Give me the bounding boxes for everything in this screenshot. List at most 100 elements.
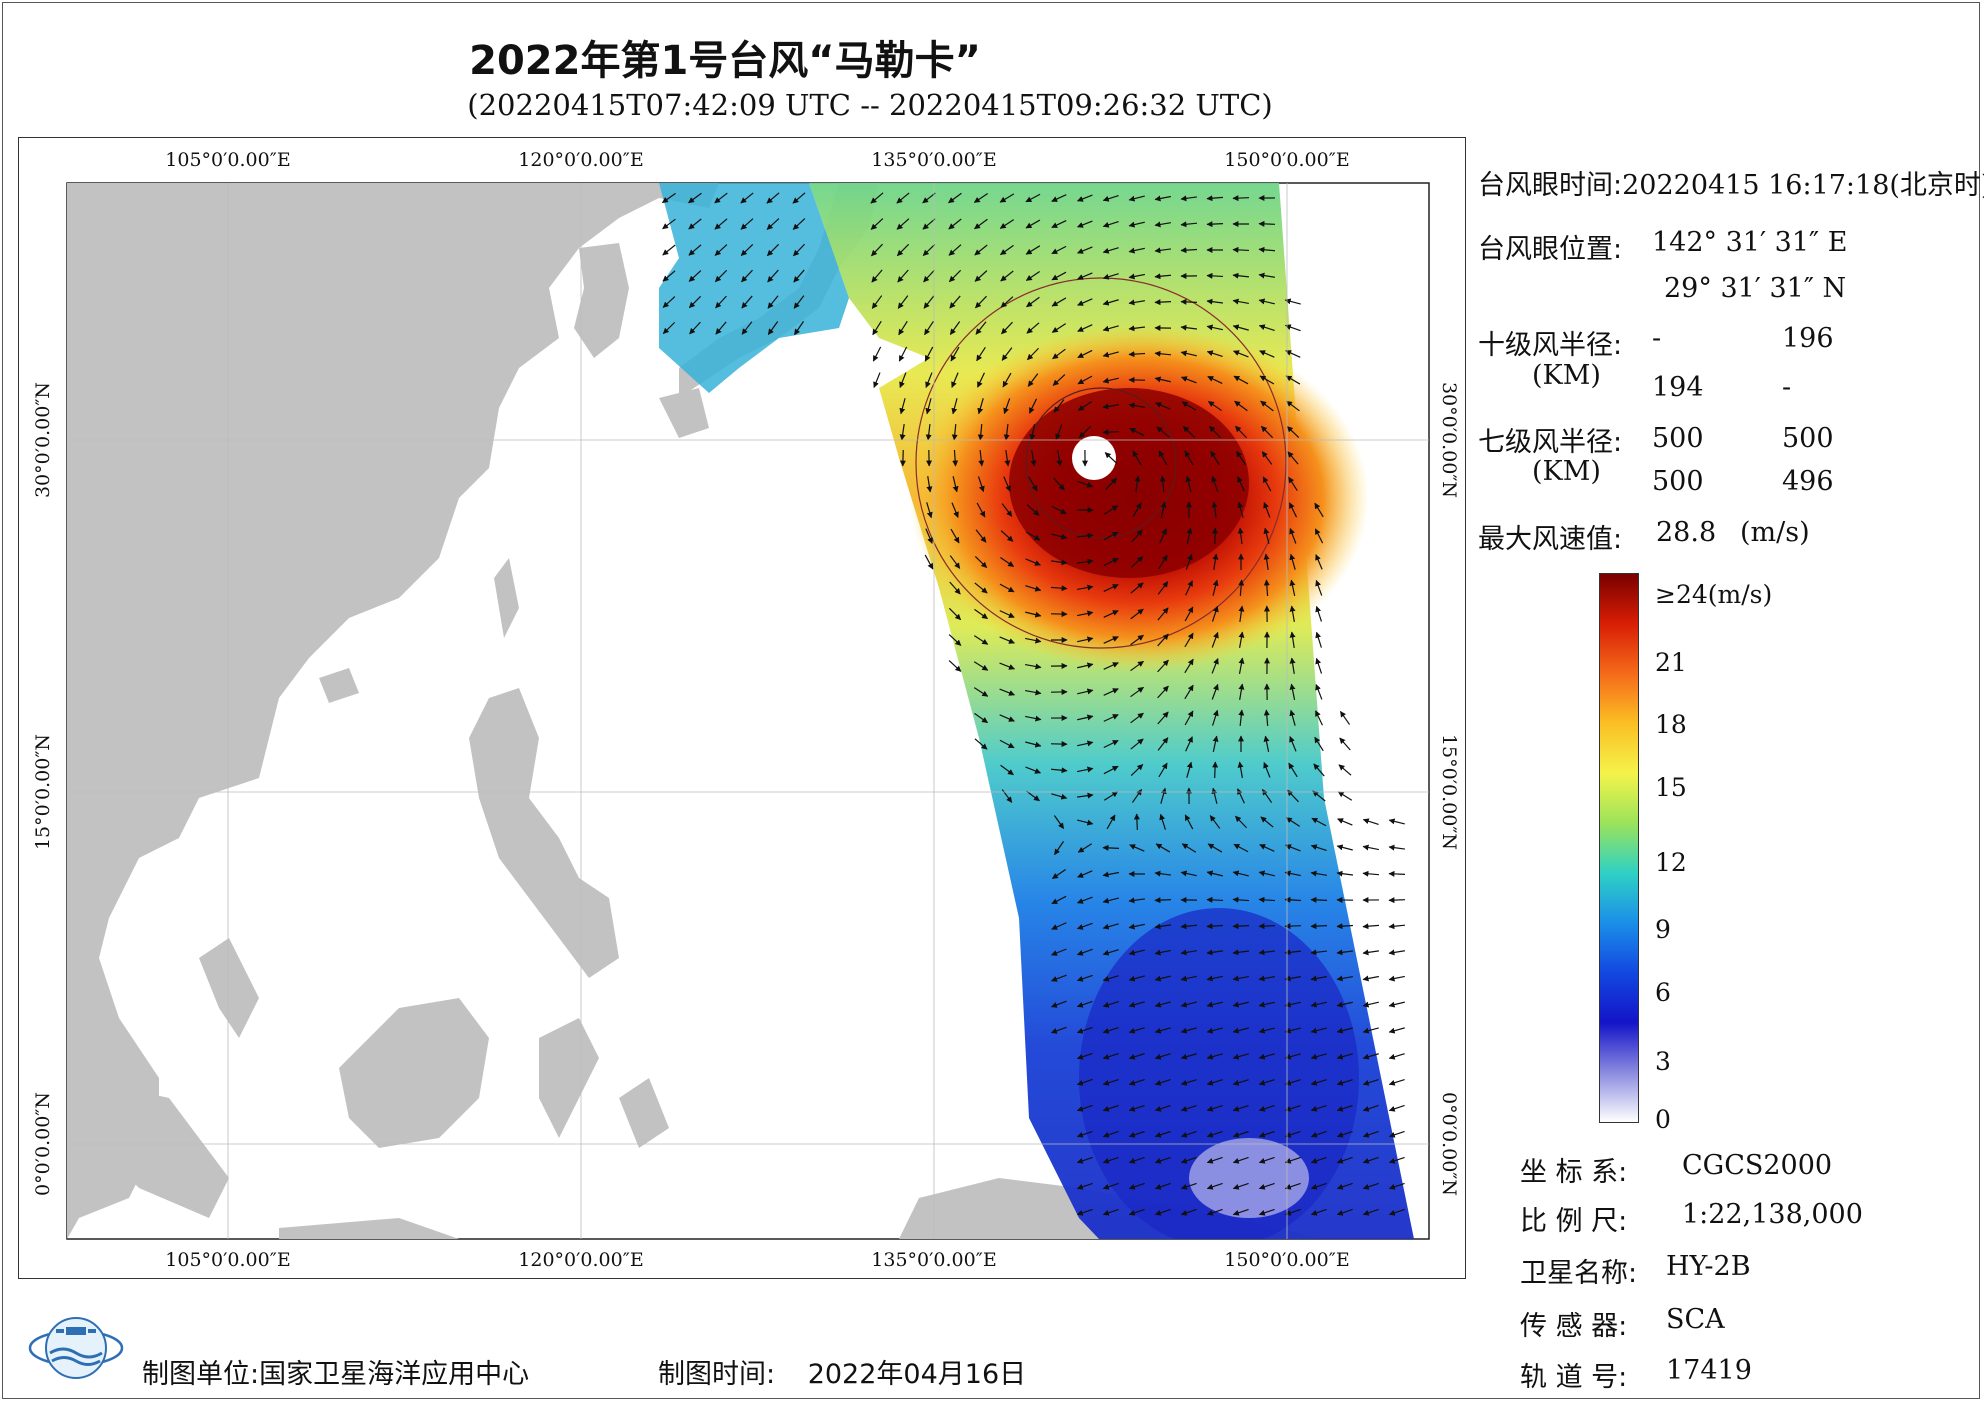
wind-vector	[1128, 325, 1146, 332]
wind-vector	[1260, 425, 1274, 439]
satellite-value: HY-2B	[1666, 1251, 1751, 1282]
wind-vector	[767, 321, 779, 335]
wind-vector	[1232, 246, 1250, 253]
wind-vector	[1159, 813, 1166, 830]
colorbar-label-0: 0	[1655, 1105, 1671, 1134]
wind-vector	[1102, 1104, 1119, 1112]
wind-vector	[740, 218, 754, 230]
wind-vector	[1001, 503, 1013, 517]
wind-vector	[1027, 373, 1039, 387]
wind-vector	[1211, 631, 1219, 648]
wind-vector	[1128, 975, 1145, 982]
wind-vector	[1284, 1105, 1301, 1112]
eye-time-value: 20220415 16:17:18(北京时)	[1622, 170, 1984, 201]
wind-vector	[1237, 501, 1244, 518]
wind-vector	[977, 372, 985, 388]
wind-vector	[1050, 767, 1068, 774]
wind-vector	[1261, 451, 1273, 465]
wind-vector	[1258, 1182, 1275, 1190]
wind-vector	[1128, 1053, 1145, 1060]
wind-vector	[1051, 922, 1067, 930]
wind-vector	[1154, 1156, 1171, 1164]
wind-vector	[1232, 298, 1249, 305]
wind-vector	[1206, 298, 1224, 305]
colorbar-label-21: 21	[1655, 648, 1687, 677]
wind-vector	[1310, 844, 1327, 852]
wind-vector	[1050, 585, 1068, 592]
wind-vector	[1051, 245, 1067, 255]
wind-vector	[1128, 221, 1145, 228]
wind-vector	[1180, 1105, 1197, 1112]
wind-vector	[1154, 350, 1172, 357]
wind-vector	[974, 582, 988, 594]
wind-vector	[1284, 1001, 1301, 1008]
wind-vector	[1232, 1130, 1249, 1138]
wind-vector	[1132, 502, 1142, 518]
wind-vector	[1362, 844, 1379, 851]
wind-vector	[974, 270, 988, 282]
wind-vector	[1102, 1130, 1119, 1138]
wind-vector	[924, 320, 934, 336]
wind-vector	[1102, 871, 1119, 878]
wind-vector	[1285, 375, 1301, 385]
wind-vector	[1000, 296, 1014, 308]
wind-vector	[1052, 348, 1066, 360]
wind-vector	[1237, 761, 1244, 778]
wind-vector	[948, 607, 962, 621]
wind-vector	[1154, 1053, 1171, 1060]
wind-vector	[1310, 1027, 1327, 1034]
wind-vector	[1076, 792, 1094, 799]
wind-vector	[1233, 843, 1249, 853]
wind-vector	[1206, 870, 1223, 877]
wind-vector	[1310, 1079, 1327, 1086]
wind-vector	[1206, 195, 1224, 202]
wind-vector	[662, 244, 676, 256]
wind-vector	[1206, 1208, 1223, 1216]
wind-vector	[951, 423, 958, 441]
wind-vector	[1103, 765, 1119, 775]
wind-vector	[1103, 505, 1119, 515]
wind-vector	[1310, 923, 1328, 930]
wind-vector	[1051, 219, 1067, 229]
wind-vector	[1388, 923, 1406, 930]
wind-vector	[948, 660, 962, 672]
wind-vector	[1180, 1208, 1197, 1216]
wind-field-map: 105°0′0.00″E 120°0′0.00″E 135°0′0.00″E 1…	[32, 149, 1460, 1271]
wind-vector	[1154, 247, 1172, 254]
wind-vector	[1103, 662, 1119, 670]
wind-vector	[1077, 662, 1094, 669]
wind-vector	[1077, 740, 1094, 747]
scale-value: 1:22,138,000	[1682, 1199, 1863, 1230]
wind-vector	[1235, 425, 1247, 439]
wind-vector	[1103, 584, 1119, 592]
wind-vector	[1076, 1182, 1093, 1190]
wind-vector	[1284, 1053, 1301, 1060]
r7-value-nw: 496	[1782, 466, 1834, 497]
eye-pos-lat: 29° 31′ 31″ N	[1664, 273, 1847, 304]
max-wind-row: 最大风速值: 28.8 (m/s)	[1478, 517, 1810, 556]
wind-vector	[1180, 870, 1197, 877]
wind-vector	[1076, 896, 1093, 904]
wind-vector	[1102, 1001, 1119, 1008]
wind-vector	[1130, 686, 1144, 698]
wind-swath	[659, 183, 1414, 1239]
wind-vector	[714, 192, 728, 204]
wind-vector	[1158, 450, 1168, 466]
wind-vector	[1212, 709, 1219, 726]
wind-vector	[714, 218, 728, 230]
wind-vector	[974, 712, 989, 724]
wind-vector	[1258, 272, 1275, 279]
colorbar-label-15: 15	[1655, 773, 1687, 802]
r10-value-ne: -	[1652, 323, 1662, 354]
wind-vector	[897, 269, 909, 283]
wind-vector	[898, 346, 908, 362]
wind-vector	[1315, 554, 1323, 570]
wind-vector	[1154, 949, 1171, 956]
wind-vector	[1025, 637, 1042, 644]
wind-vector	[1129, 427, 1145, 437]
wind-vector	[999, 583, 1015, 593]
wind-vector	[999, 193, 1015, 203]
wind-vector	[1102, 325, 1119, 332]
wind-vector	[688, 270, 702, 282]
wind-vector	[1102, 844, 1120, 851]
